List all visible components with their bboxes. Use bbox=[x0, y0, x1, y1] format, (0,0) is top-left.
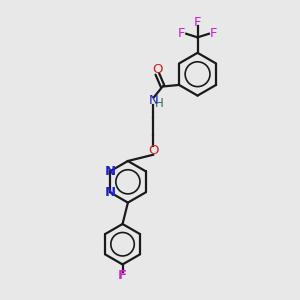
Text: F: F bbox=[194, 16, 201, 29]
Text: N: N bbox=[104, 165, 116, 178]
Text: N: N bbox=[104, 186, 116, 199]
Text: F: F bbox=[178, 27, 186, 40]
Text: F: F bbox=[118, 269, 127, 282]
Text: N: N bbox=[148, 94, 158, 107]
Text: F: F bbox=[210, 27, 217, 40]
Text: O: O bbox=[152, 63, 163, 76]
Text: O: O bbox=[148, 144, 158, 157]
Text: H: H bbox=[155, 97, 164, 110]
